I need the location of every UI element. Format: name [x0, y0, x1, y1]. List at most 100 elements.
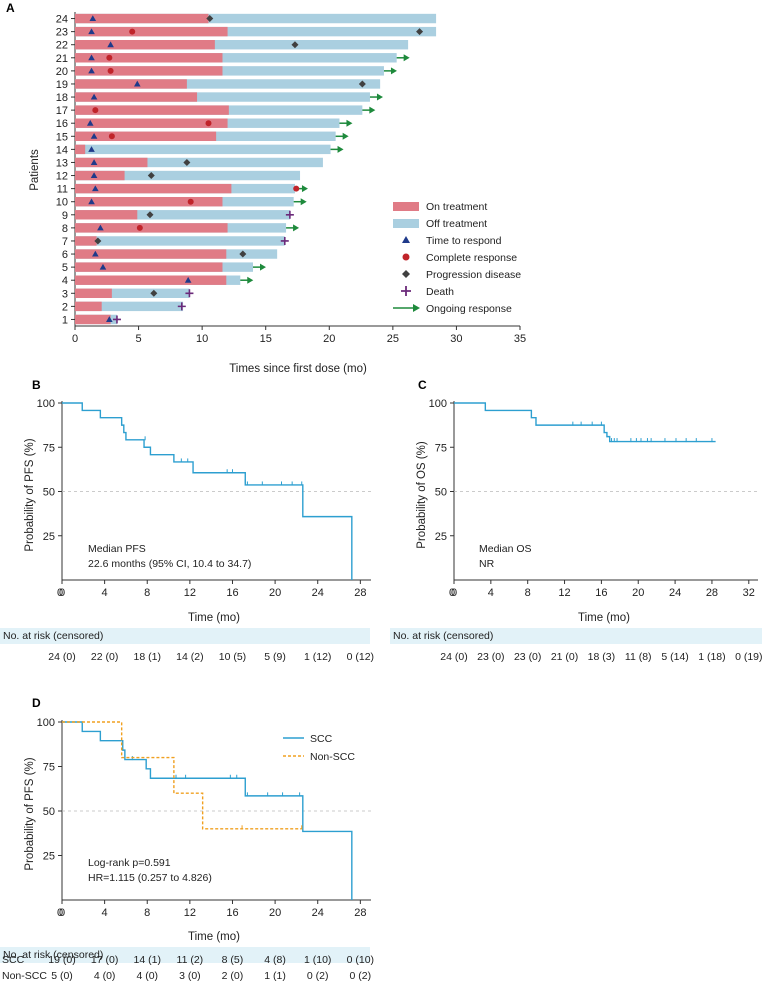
progression-marker	[150, 289, 158, 297]
ongoing-response-arrow	[376, 93, 383, 101]
panel-c-x-tick-label: 8	[525, 587, 531, 599]
ongoing-response-arrow	[346, 119, 353, 127]
patient-label: 22	[56, 40, 68, 52]
death-marker	[285, 210, 294, 219]
progression-marker	[146, 211, 154, 219]
panel-b-x-tick-label: 0	[59, 587, 65, 599]
panel-d-risk-cell: 4 (0)	[93, 970, 116, 982]
panel-d-scc-curve	[62, 721, 353, 900]
panel-d-risk-cell: 14 (1)	[133, 954, 161, 966]
time-to-respond-marker	[106, 316, 113, 322]
time-to-respond-marker	[99, 263, 107, 270]
off-treatment-bar	[75, 157, 323, 168]
complete-response-marker	[92, 107, 99, 114]
off-treatment-bar	[75, 210, 290, 220]
ongoing-response-arrow	[301, 185, 308, 193]
on-treatment-bar	[75, 314, 111, 325]
progression-marker	[239, 250, 247, 258]
on-treatment-bar	[75, 288, 112, 299]
patient-label: 7	[62, 236, 68, 248]
panel-b-risk-header	[0, 628, 370, 644]
panel-b-x-tick-label: 24	[312, 587, 324, 599]
panel-c-risk-cell: 1 (18)	[698, 651, 726, 663]
panel-c-x-tick-label: 0	[451, 587, 457, 599]
off-treatment-bar	[75, 288, 190, 299]
panel-a-x-tick-label: 10	[196, 333, 208, 345]
on-treatment-bar	[75, 26, 228, 37]
off-treatment-bar	[75, 92, 370, 102]
patient-label: 19	[56, 79, 68, 91]
progression-marker	[358, 80, 366, 88]
panel-a-x-tick-label: 30	[450, 333, 462, 345]
time-to-respond-marker	[90, 172, 98, 179]
on-treatment-bar	[75, 236, 97, 246]
panel-d-x-tick-label: 28	[354, 907, 366, 919]
patient-label: 13	[56, 157, 68, 169]
patient-label: 3	[62, 288, 68, 300]
panel-c-x-tick-label: 16	[595, 587, 607, 599]
death-marker	[177, 302, 186, 311]
panel-d-x-tick-label: 16	[226, 907, 238, 919]
panel-b-risk-cell: 0 (12)	[346, 651, 375, 663]
on-treatment-bar	[75, 131, 217, 142]
panel-b-x-tick-label: 8	[144, 587, 150, 599]
on-treatment-bar	[75, 170, 125, 181]
time-to-respond-marker	[97, 224, 104, 231]
panel-c-x-tick-label: 12	[558, 587, 570, 599]
patient-label: 23	[56, 27, 68, 39]
patient-label: 15	[56, 131, 68, 143]
ongoing-response-arrow	[342, 132, 349, 140]
patient-label: 2	[62, 301, 68, 313]
ongoing-response-arrow	[260, 263, 266, 271]
panel-c-x-tick-label: 24	[669, 587, 681, 599]
off-treatment-bar	[75, 301, 184, 312]
panel-b-x-tick-label: 4	[102, 587, 108, 599]
panel-a-x-tick-label: 20	[323, 333, 335, 345]
panel-d-x-tick-label: 20	[269, 907, 281, 919]
panel-c-y-tick-label: 100	[429, 398, 447, 410]
panel-c-x-tick-label: 4	[488, 587, 494, 599]
patient-label: 20	[56, 66, 68, 78]
off-treatment-bar	[75, 13, 437, 24]
on-treatment-bar	[75, 223, 228, 233]
panel-d-risk-cell: 8 (5)	[221, 954, 244, 966]
death-marker	[112, 315, 121, 324]
patient-label: 1	[62, 314, 68, 326]
off-treatment-bar	[75, 39, 409, 50]
panel-b-y-tick-label: 100	[37, 398, 55, 410]
time-to-respond-marker	[88, 146, 95, 152]
panel-a-x-tick-label: 0	[72, 333, 78, 345]
on-treatment-bar	[75, 249, 227, 259]
on-treatment-bar	[75, 301, 102, 312]
progression-marker	[183, 158, 191, 166]
patient-label: 8	[62, 223, 68, 235]
patient-label: 16	[56, 118, 68, 130]
panel-b-origin-label: 0	[57, 587, 63, 599]
panel-b-y-tick-label: 25	[43, 531, 55, 543]
progression-marker	[416, 28, 424, 36]
on-treatment-bar	[75, 39, 215, 50]
progression-marker	[291, 41, 299, 49]
panel-c-risk-cell: 23 (0)	[477, 651, 505, 663]
panel-c-y-tick-label: 25	[435, 531, 447, 543]
death-marker	[280, 236, 289, 245]
on-treatment-bar	[75, 79, 187, 89]
patient-label: 4	[62, 275, 68, 287]
panel-c-y-tick-label: 50	[435, 487, 447, 499]
panel-d-risk-cell: 1 (1)	[264, 970, 286, 982]
panel-b-risk-cell: 1 (12)	[304, 651, 332, 663]
on-treatment-bar	[75, 262, 223, 272]
time-to-respond-marker	[92, 185, 99, 192]
panel-d-risk-cell: 1 (10)	[304, 954, 332, 966]
complete-response-marker	[107, 67, 114, 74]
panel-b-x-tick-label: 28	[354, 587, 366, 599]
off-treatment-bar	[75, 66, 384, 76]
panel-c-risk-cell: 21 (0)	[550, 651, 579, 663]
time-to-respond-marker	[90, 93, 98, 100]
patient-label: 14	[56, 144, 68, 156]
on-treatment-bar	[75, 53, 223, 63]
panel-d-risk-cell: 0 (2)	[349, 970, 372, 982]
panel-c-risk-cell: 0 (19)	[735, 651, 762, 663]
panel-d-risk-cell: 0 (2)	[306, 970, 329, 982]
panel-c-x-tick-label: 28	[706, 587, 718, 599]
